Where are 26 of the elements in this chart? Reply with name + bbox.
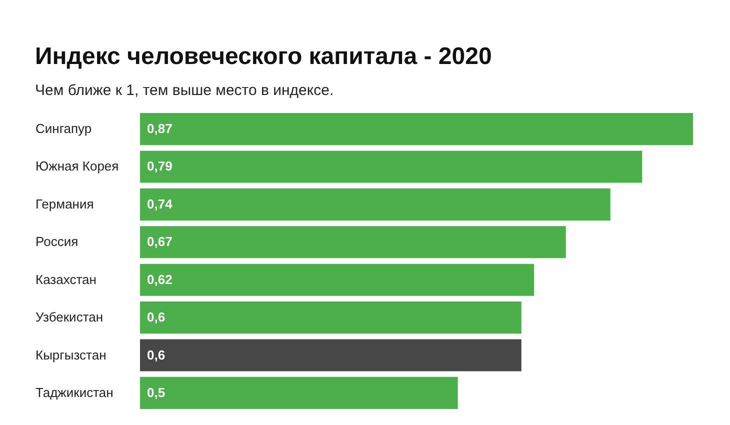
y-tick-label: Россия [36,234,78,250]
y-tick-label: Южная Корея [36,158,119,174]
bar [140,113,693,146]
chart-subtitle: Чем ближе к 1, тем выше место в индексе. [35,82,334,99]
bar [140,150,642,183]
data-label: 0,6 [147,347,166,362]
data-label: 0,62 [147,272,172,287]
y-tick-label: Кыргызстан [36,347,106,362]
bar [140,264,534,296]
bar [140,302,522,334]
bar [140,376,458,409]
y-tick-label: Казахстан [36,272,96,287]
data-label: 0,74 [147,196,174,212]
chart-title: Индекс человеческого капитала - 2020 [35,43,492,70]
y-tick-label: Германия [36,196,94,212]
bar [140,188,610,220]
data-label: 0,87 [147,121,172,136]
data-label: 0,67 [147,234,172,250]
data-label: 0,5 [147,384,166,400]
y-tick-label: Таджикистан [36,384,114,400]
data-label: 0,79 [147,158,172,174]
bar [140,226,566,258]
y-tick-label: Узбекистан [36,310,104,325]
y-tick-label: Сингапур [36,121,92,136]
bar [140,339,522,372]
data-label: 0,6 [147,310,166,325]
